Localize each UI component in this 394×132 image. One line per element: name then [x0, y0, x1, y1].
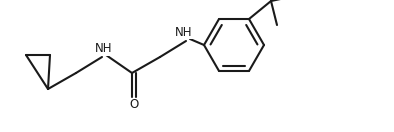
- Text: NH: NH: [175, 25, 193, 39]
- Text: NH: NH: [95, 43, 113, 55]
- Text: O: O: [129, 98, 139, 112]
